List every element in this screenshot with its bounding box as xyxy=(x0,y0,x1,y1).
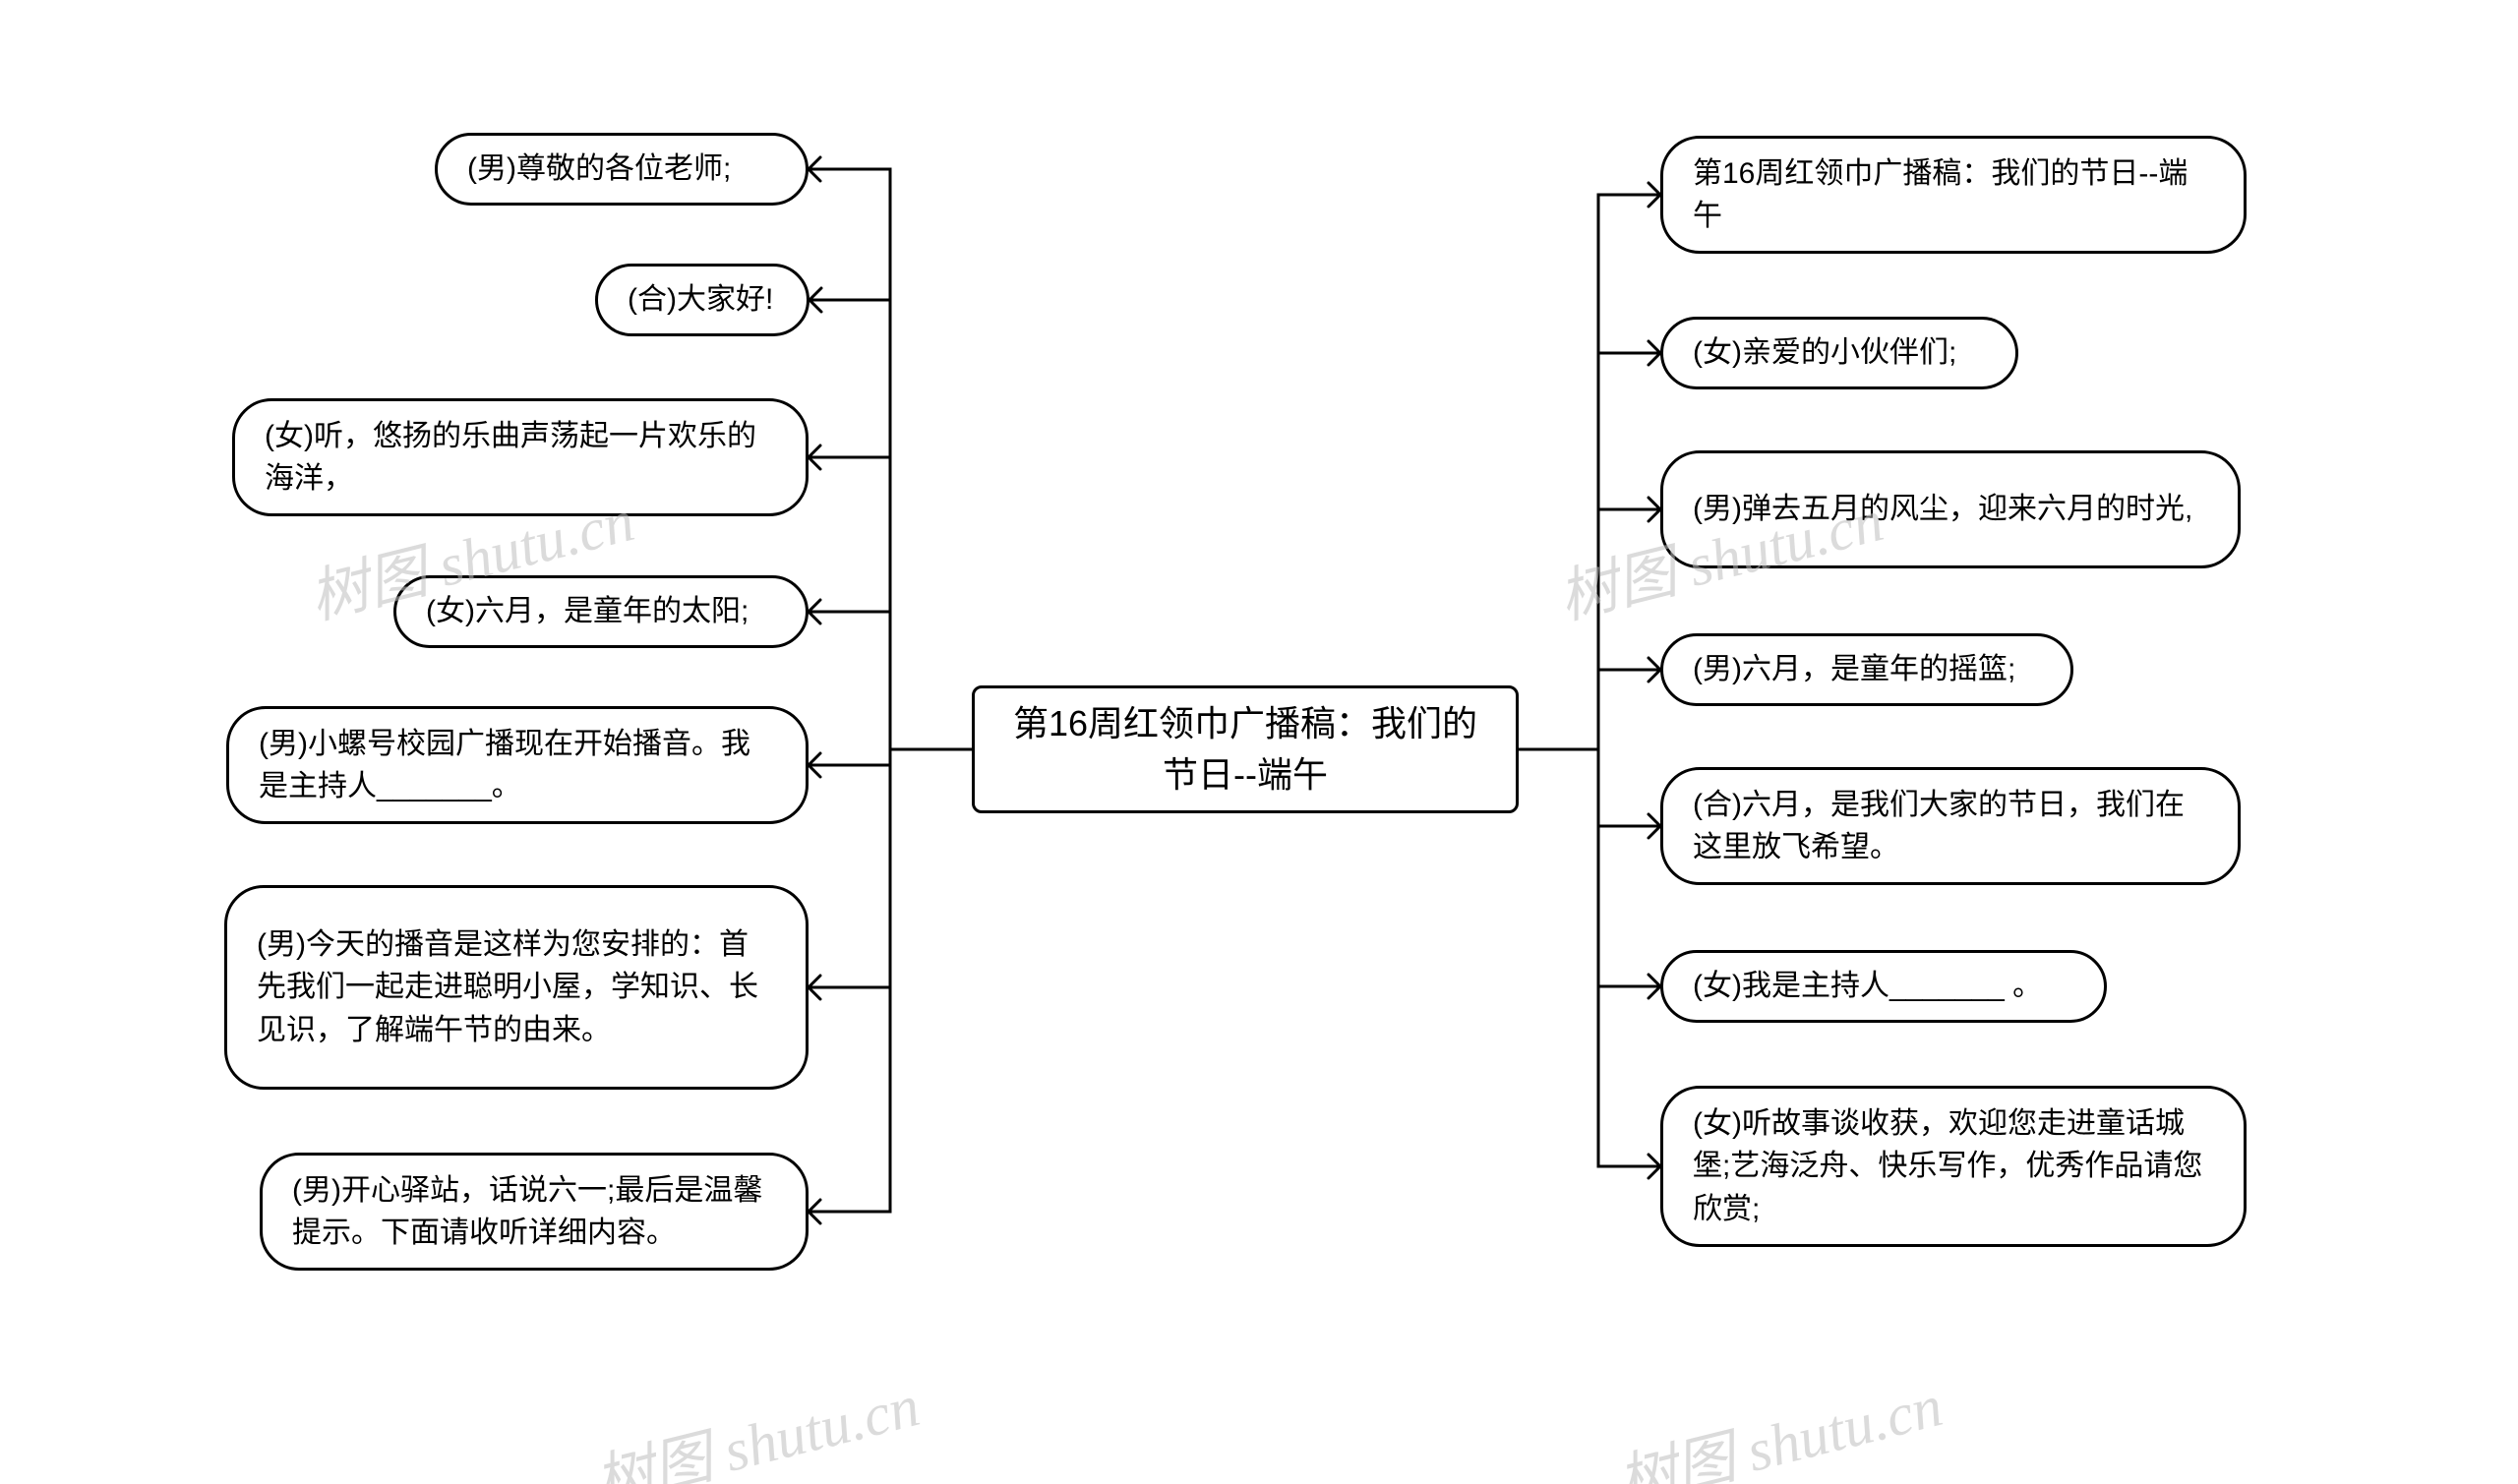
right-node: 第16周红领巾广播稿：我们的节日--端午 xyxy=(1660,136,2247,254)
node-text: (男)开心驿站，话说六一;最后是温馨提示。下面请收听详细内容。 xyxy=(292,1169,776,1255)
right-node: (男)弹去五月的风尘，迎来六月的时光, xyxy=(1660,450,2241,568)
watermark: 树图 shutu.cn xyxy=(584,1358,927,1484)
left-node: (合)大家好! xyxy=(595,264,809,336)
center-text: 第16周红领巾广播稿：我们的节日--端午 xyxy=(1004,698,1486,801)
node-text: (女)六月，是童年的太阳; xyxy=(426,590,749,633)
node-text: (女)亲爱的小伙伴们; xyxy=(1693,331,1956,375)
right-node: (合)六月，是我们大家的节日，我们在这里放飞希望。 xyxy=(1660,767,2241,885)
center-node: 第16周红领巾广播稿：我们的节日--端午 xyxy=(972,685,1519,813)
node-text: (男)小螺号校园广播现在开始播音。我是主持人_______。 xyxy=(259,723,776,808)
right-node: (女)我是主持人_______ 。 xyxy=(1660,950,2107,1023)
node-text: (合)六月，是我们大家的节日，我们在这里放飞希望。 xyxy=(1693,784,2208,869)
node-text: (男)今天的播音是这样为您安排的：首先我们一起走进聪明小屋，学知识、长见识，了解… xyxy=(257,923,776,1052)
node-text: (合)大家好! xyxy=(628,278,773,322)
node-text: (男)六月，是童年的摇篮; xyxy=(1693,648,2015,691)
node-text: (男)尊敬的各位老师; xyxy=(467,148,731,191)
node-text: 第16周红领巾广播稿：我们的节日--端午 xyxy=(1693,152,2214,238)
left-node: (女)听，悠扬的乐曲声荡起一片欢乐的海洋， xyxy=(232,398,809,516)
right-node: (女)亲爱的小伙伴们; xyxy=(1660,317,2018,389)
left-node: (男)开心驿站，话说六一;最后是温馨提示。下面请收听详细内容。 xyxy=(260,1153,809,1271)
node-text: (女)听故事谈收获，欢迎您走进童话城堡;艺海泛舟、快乐写作，优秀作品请您欣赏; xyxy=(1693,1102,2214,1231)
node-text: (女)听，悠扬的乐曲声荡起一片欢乐的海洋， xyxy=(265,415,776,501)
left-node: (男)小螺号校园广播现在开始播音。我是主持人_______。 xyxy=(226,706,809,824)
left-node: (男)今天的播音是这样为您安排的：首先我们一起走进聪明小屋，学知识、长见识，了解… xyxy=(224,885,809,1090)
left-node: (男)尊敬的各位老师; xyxy=(435,133,809,206)
node-text: (女)我是主持人_______ 。 xyxy=(1693,965,2042,1008)
node-text: (男)弹去五月的风尘，迎来六月的时光, xyxy=(1693,488,2192,531)
left-node: (女)六月，是童年的太阳; xyxy=(393,575,809,648)
right-node: (女)听故事谈收获，欢迎您走进童话城堡;艺海泛舟、快乐写作，优秀作品请您欣赏; xyxy=(1660,1086,2247,1247)
right-node: (男)六月，是童年的摇篮; xyxy=(1660,633,2073,706)
watermark: 树图 shutu.cn xyxy=(1607,1358,1949,1484)
